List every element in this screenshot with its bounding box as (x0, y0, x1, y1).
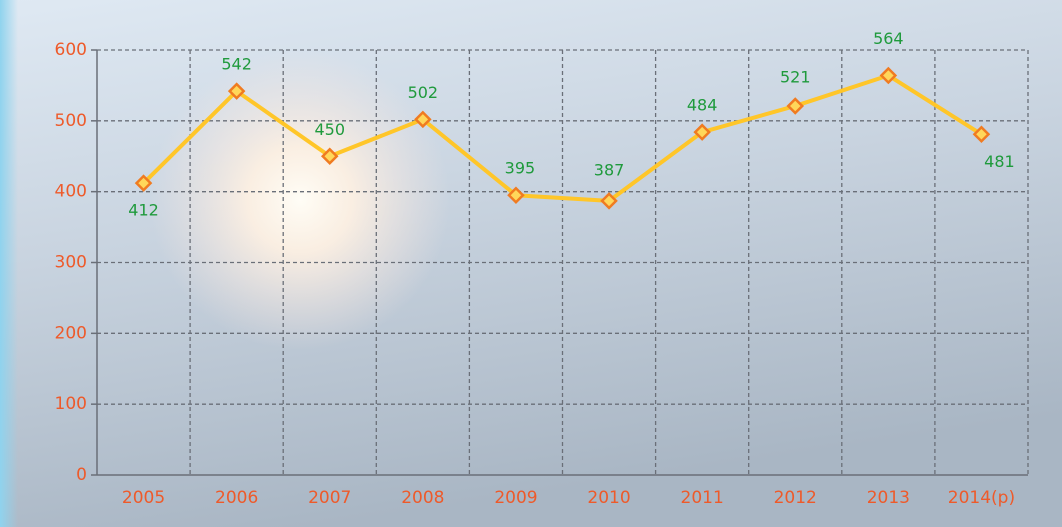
x-tick-label: 2013 (867, 488, 910, 508)
y-tick-label: 300 (55, 253, 87, 273)
data-point (320, 147, 339, 166)
y-tick-label: 500 (55, 111, 87, 131)
data-point (414, 110, 432, 129)
background-edge (0, 0, 18, 527)
data-point (786, 97, 805, 115)
plot: 0 100 200 300 400 500 600 2005 2006 2007 2008 2009 2… (55, 29, 1029, 508)
data-label: 450 (314, 120, 345, 139)
y-tick-label: 600 (55, 40, 87, 60)
data-label: 484 (687, 96, 718, 115)
x-tick-label: 2005 (122, 488, 165, 508)
data-point (600, 192, 618, 210)
series-line (142, 73, 983, 203)
x-tick-label: 2006 (215, 488, 258, 508)
data-label: 521 (780, 67, 811, 86)
data-label: 542 (221, 55, 252, 74)
x-tick-label: 2010 (587, 488, 630, 508)
data-point (879, 66, 898, 85)
x-tick-label: 2012 (774, 488, 817, 508)
y-tick-label: 200 (55, 323, 87, 343)
data-label: 412 (128, 201, 159, 220)
y-tick-label: 0 (76, 465, 87, 485)
sun-glow (150, 50, 450, 350)
data-point (227, 82, 246, 100)
x-tick-label: 2011 (681, 488, 724, 508)
data-point (972, 125, 991, 144)
data-label: 564 (873, 29, 904, 48)
data-point (134, 174, 153, 192)
data-label: 502 (408, 83, 439, 102)
x-tick-label: 2009 (494, 488, 537, 508)
data-point (693, 123, 711, 141)
data-label: 481 (984, 152, 1015, 171)
x-tick-label: 2007 (308, 488, 351, 508)
data-label: 395 (505, 159, 536, 178)
data-point (507, 186, 525, 204)
data-label: 387 (594, 160, 625, 179)
y-tick-label: 100 (55, 394, 87, 414)
x-tick-label: 2008 (401, 488, 444, 508)
y-tick-label: 400 (55, 182, 87, 202)
x-tick-label: 2014(p) (948, 488, 1015, 508)
